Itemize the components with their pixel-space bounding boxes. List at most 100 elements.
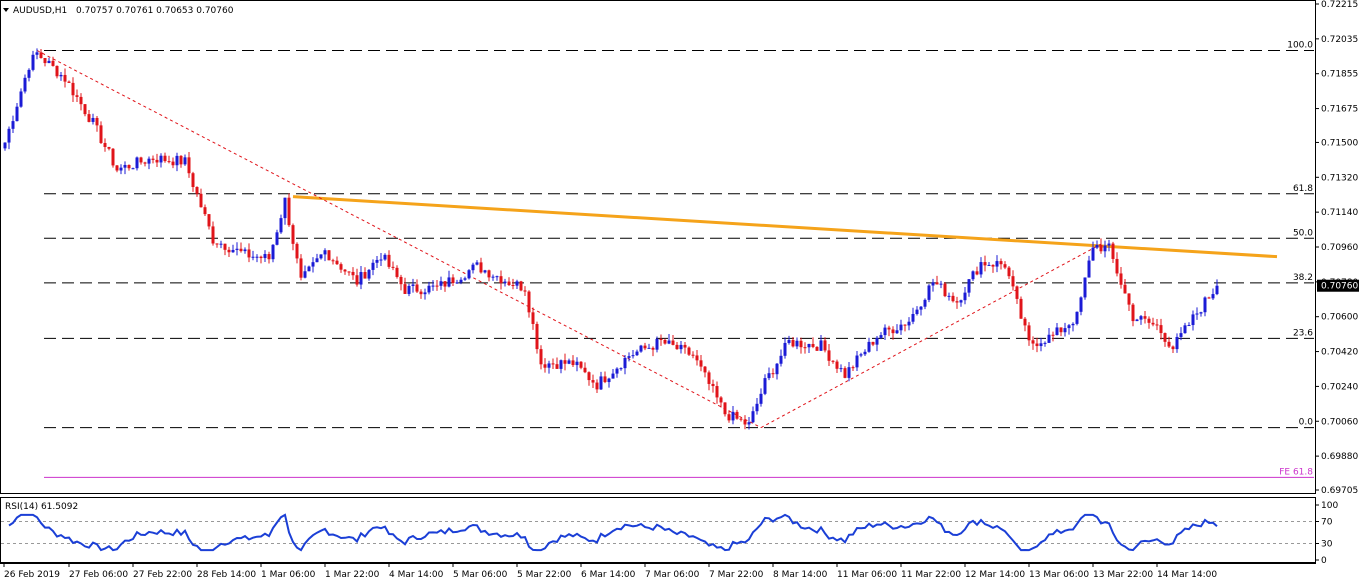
bullish-candle	[1067, 325, 1071, 329]
bearish-candle	[335, 260, 339, 265]
bullish-candle	[1211, 294, 1215, 299]
bearish-candle	[511, 284, 515, 286]
bearish-candle	[791, 340, 795, 347]
price-tick-label: 0.72035	[1321, 35, 1358, 45]
bearish-candle	[1023, 318, 1027, 326]
bearish-candle	[643, 345, 647, 349]
bullish-candle	[275, 232, 279, 245]
bearish-candle	[739, 418, 743, 420]
time-tick-label: 26 Feb 2019	[4, 570, 60, 580]
bearish-candle	[699, 360, 703, 367]
bearish-candle	[171, 161, 175, 166]
bullish-candle	[1179, 333, 1183, 337]
bullish-candle	[219, 243, 223, 245]
bullish-candle	[779, 355, 783, 364]
bullish-candle	[1071, 323, 1075, 326]
bearish-candle	[1167, 341, 1171, 347]
trendlines	[36, 50, 1278, 429]
bearish-candle	[803, 347, 807, 349]
bearish-candle	[903, 324, 907, 326]
bearish-candle	[675, 344, 679, 350]
bearish-candle	[719, 397, 723, 403]
bearish-candle	[211, 226, 215, 244]
bullish-candle	[911, 314, 915, 322]
bearish-candle	[595, 382, 599, 390]
rsi-label: RSI(14) 61.5092	[5, 502, 78, 512]
bearish-candle	[187, 157, 191, 174]
bullish-candle	[647, 347, 651, 349]
bearish-candle	[891, 329, 895, 334]
price-tick-label: 0.70960	[1321, 243, 1358, 253]
time-tick-label: 13 Mar 06:00	[1029, 570, 1089, 580]
rsi-line	[8, 513, 1218, 552]
bearish-candle	[711, 383, 715, 387]
time-tick-label: 27 Feb 06:00	[69, 570, 128, 580]
bearish-candle	[143, 162, 147, 164]
bullish-candle	[547, 363, 551, 368]
bearish-candle	[499, 276, 503, 284]
bullish-candle	[875, 337, 879, 345]
bearish-candle	[727, 414, 731, 421]
bullish-candle	[923, 299, 927, 307]
bearish-candle	[291, 225, 295, 244]
bullish-candle	[59, 74, 63, 77]
bullish-candle	[319, 254, 323, 259]
bearish-candle	[571, 360, 575, 366]
bullish-candle	[979, 262, 983, 275]
bearish-candle	[179, 155, 183, 165]
bullish-candle	[1091, 247, 1095, 261]
time-tick-label: 6 Mar 14:00	[581, 570, 636, 580]
bullish-candle	[759, 393, 763, 404]
bullish-candle	[855, 355, 859, 368]
bearish-candle	[155, 159, 159, 163]
bullish-candle	[459, 279, 463, 283]
bearish-candle	[651, 347, 655, 350]
bullish-candle	[1047, 334, 1051, 343]
bearish-candle	[683, 344, 687, 348]
bullish-candle	[867, 341, 871, 352]
bullish-candle	[879, 335, 883, 338]
fib-level-label: 23.6	[1293, 328, 1313, 338]
bearish-candle	[103, 142, 107, 147]
bearish-candle	[1123, 284, 1127, 294]
bearish-candle	[87, 114, 91, 122]
bearish-candle	[539, 349, 543, 365]
bullish-candle	[899, 324, 903, 331]
bearish-candle	[1031, 340, 1035, 344]
bullish-candle	[863, 351, 867, 355]
resistance-trendline	[292, 195, 1278, 259]
bearish-candle	[707, 372, 711, 384]
bearish-candle	[579, 361, 583, 368]
bearish-candle	[395, 267, 399, 277]
bullish-candle	[303, 271, 307, 278]
price-tick-label: 0.69880	[1321, 452, 1358, 462]
bearish-candle	[451, 277, 455, 283]
bullish-candle	[931, 282, 935, 286]
price-tick-label: 0.71320	[1321, 173, 1358, 183]
bearish-candle	[1151, 322, 1155, 325]
bullish-candle	[235, 248, 239, 250]
rsi-indicator: 100 70 30 0	[1, 497, 1338, 566]
bullish-candle	[755, 403, 759, 412]
bearish-candle	[363, 272, 367, 279]
rsi-tick-label: 100	[1321, 501, 1338, 511]
bullish-candle	[1191, 314, 1195, 326]
bullish-candle	[731, 411, 735, 421]
bearish-candle	[715, 386, 719, 398]
bullish-candle	[119, 167, 123, 171]
bullish-candle	[947, 295, 951, 297]
dropdown-arrow-icon[interactable]	[3, 8, 9, 12]
bullish-candle	[627, 356, 631, 358]
price-tick-label: 0.70060	[1321, 417, 1358, 427]
bearish-candle	[851, 367, 855, 369]
time-tick-label: 8 Mar 14:00	[773, 570, 828, 580]
bearish-candle	[127, 164, 131, 169]
bullish-candle	[1079, 297, 1083, 312]
bearish-candle	[1007, 267, 1011, 277]
bearish-candle	[835, 361, 839, 369]
bearish-candle	[519, 281, 523, 291]
price-tick-label: 0.70600	[1321, 313, 1358, 323]
time-tick-label: 1 Mar 06:00	[261, 570, 316, 580]
bullish-candle	[807, 343, 811, 348]
bearish-candle	[295, 243, 299, 259]
